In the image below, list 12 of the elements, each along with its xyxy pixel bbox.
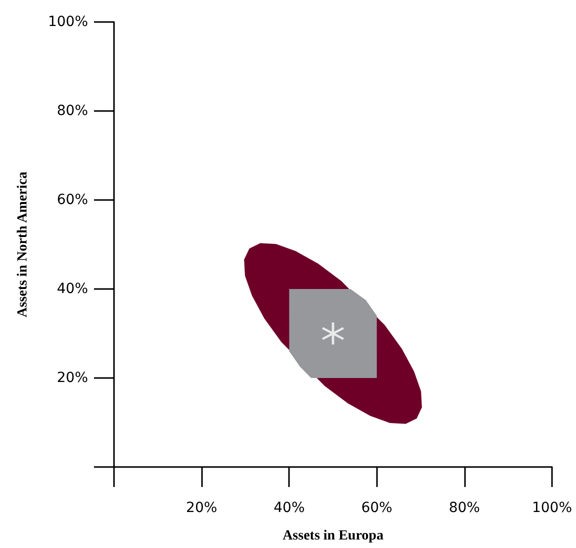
y-axis-title: Assets in North America	[16, 172, 30, 318]
y-tick-label: 60%	[56, 192, 88, 208]
y-tick-label: 100%	[48, 14, 88, 30]
x-tick-label: 60%	[361, 500, 392, 516]
x-tick-label: 80%	[448, 500, 480, 516]
y-tick-label: 80%	[56, 103, 88, 119]
y-tick-label: 20%	[56, 370, 88, 386]
x-tick-label: 100%	[532, 500, 572, 516]
x-axis-title: Assets in Europa	[282, 528, 384, 544]
y-tick-label: 40%	[56, 281, 88, 297]
x-tick-label: 40%	[274, 500, 305, 516]
x-tick-label: 20%	[186, 500, 218, 516]
